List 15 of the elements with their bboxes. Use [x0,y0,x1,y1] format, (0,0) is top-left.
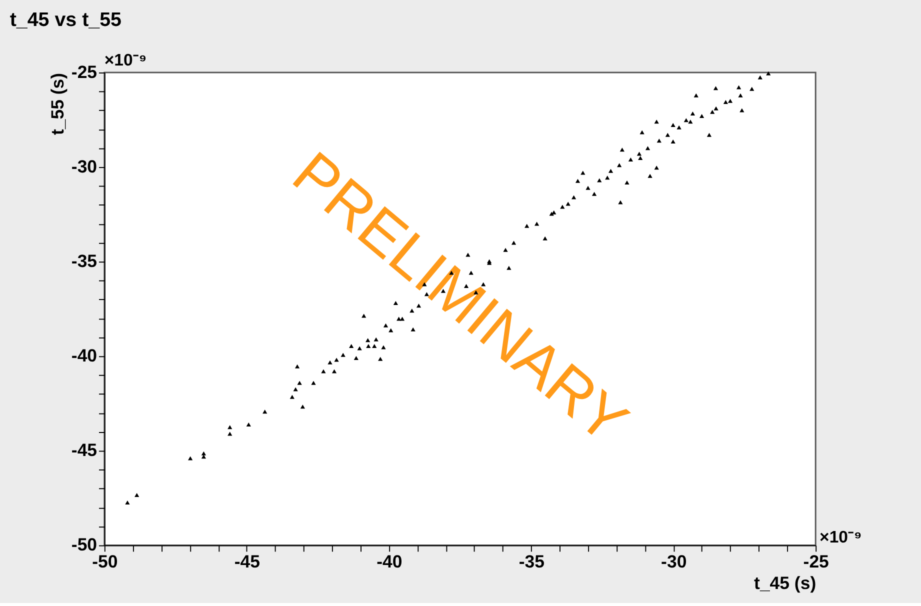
x-axis-title: t_45 (s) [754,573,816,594]
text: ×10⁻⁹ [820,527,862,546]
y-tick-label: -35 [71,251,98,272]
x-tick-label: -35 [518,551,545,572]
x-tick-label: -45 [234,551,260,572]
text: ×10⁻⁹ [104,50,147,70]
y-axis-title: t_55 (s) [48,72,68,136]
x-tick-label: -30 [661,551,687,572]
x-tick-label: -40 [376,551,402,572]
y-tick-label: -30 [71,156,98,176]
y-tick-label: -25 [71,62,98,82]
y-tick-label: -45 [71,440,98,460]
x-tick-label: -25 [803,551,830,572]
y-tick-label: -40 [71,346,98,366]
chart-title: t_45 vs t_55 [10,9,122,32]
